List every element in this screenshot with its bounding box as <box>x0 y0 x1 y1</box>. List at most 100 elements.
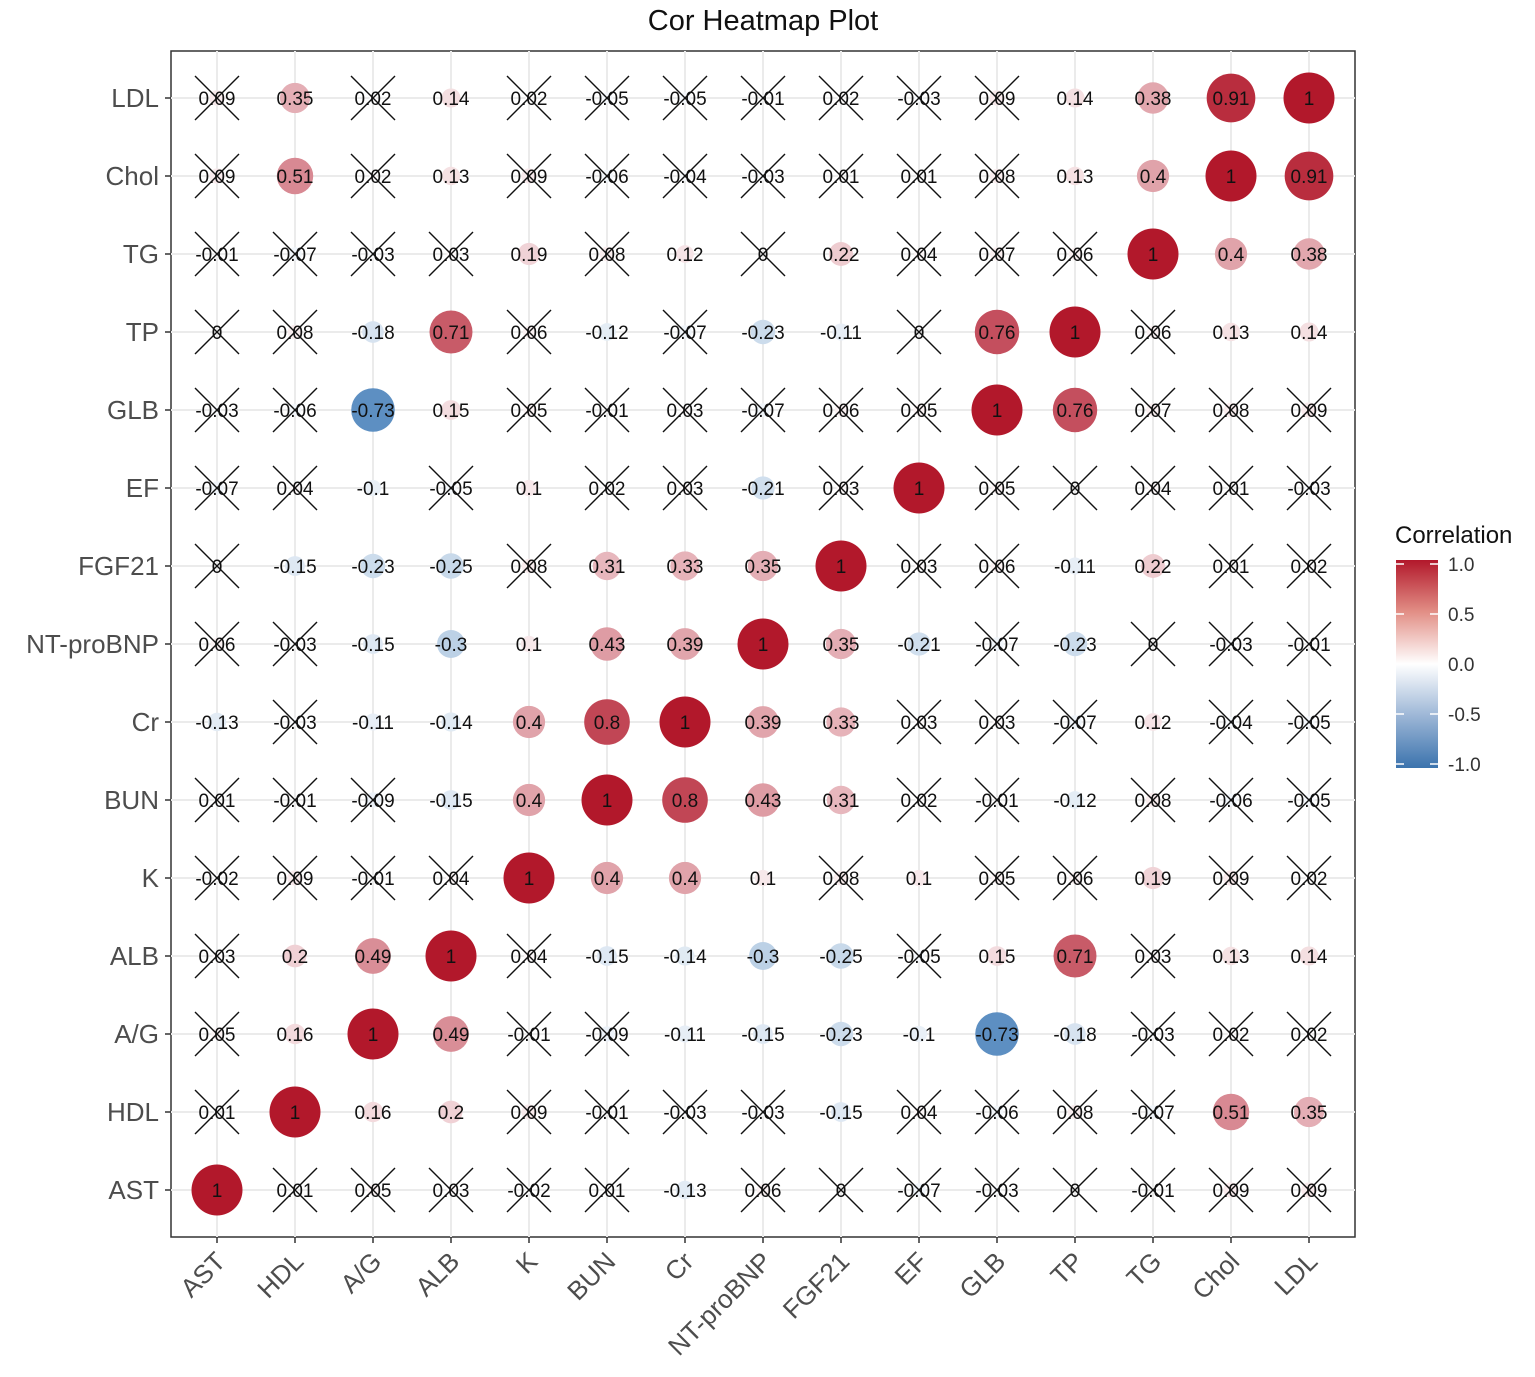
cell-value: 0.02 <box>589 479 626 500</box>
cell-value: 0.31 <box>589 557 626 578</box>
insignificant-cross <box>272 465 318 511</box>
insignificant-cross <box>194 75 240 121</box>
cell-value: 0.05 <box>355 1181 392 1202</box>
cell-value: 0 <box>1070 1181 1081 1202</box>
cell-value: 0.13 <box>1057 167 1094 188</box>
cell-value: 0.31 <box>823 791 860 812</box>
insignificant-cross <box>1208 543 1254 589</box>
insignificant-cross <box>272 855 318 901</box>
cell-circle <box>1141 866 1165 890</box>
insignificant-cross <box>1208 699 1254 745</box>
insignificant-cross <box>818 465 864 511</box>
insignificant-cross <box>1052 465 1098 511</box>
cell-circle <box>592 551 622 581</box>
heatmap-cell: 0.06 <box>1052 855 1098 901</box>
insignificant-cross <box>428 231 474 277</box>
heatmap-cell: -0.03 <box>194 387 240 433</box>
cell-value: 0.06 <box>1057 245 1094 266</box>
insignificant-cross <box>1052 1089 1098 1135</box>
cell-value: 0.09 <box>511 167 548 188</box>
legend-tick-label: 0.5 <box>1448 605 1474 626</box>
cell-circle <box>1144 713 1162 731</box>
heatmap-cell: 0.04 <box>896 231 942 277</box>
legend-tick-label: 1.0 <box>1448 555 1474 576</box>
heatmap-cell: -0.15 <box>429 790 473 812</box>
insignificant-cross <box>506 387 552 433</box>
cell-value: -0.05 <box>1287 713 1330 734</box>
insignificant-cross <box>740 1089 786 1135</box>
cell-circle <box>1212 1093 1250 1131</box>
cell-value: 1 <box>368 1025 379 1046</box>
heatmap-cell: 0.09 <box>272 855 318 901</box>
heatmap-cell: 0.31 <box>823 785 860 815</box>
cell-circle <box>1066 791 1084 809</box>
cell-value: 0.06 <box>823 401 860 422</box>
heatmap-cell: 0.31 <box>589 551 626 581</box>
heatmap-cell: 0.09 <box>1208 1167 1254 1213</box>
heatmap-cell: -0.12 <box>585 323 628 344</box>
insignificant-cross <box>974 1167 1020 1213</box>
cell-circle <box>429 310 473 354</box>
cell-value: -0.07 <box>897 1181 940 1202</box>
insignificant-cross <box>506 75 552 121</box>
cell-value: 0.08 <box>277 323 314 344</box>
cell-value: 0.01 <box>823 167 860 188</box>
cell-value: 0.08 <box>1057 1103 1094 1124</box>
y-tick-label: LDL <box>111 83 159 113</box>
insignificant-cross <box>974 855 1020 901</box>
heatmap-cell: -0.01 <box>350 855 396 901</box>
cell-value: -0.23 <box>741 323 784 344</box>
cell-value: 0.43 <box>745 791 782 812</box>
cell-circle <box>438 553 464 579</box>
cell-value: 0.04 <box>901 245 938 266</box>
cell-value: -0.12 <box>585 323 628 344</box>
insignificant-cross <box>662 309 708 355</box>
cell-value: -0.03 <box>351 245 394 266</box>
insignificant-cross <box>1286 543 1332 589</box>
cell-value: -0.06 <box>975 1103 1018 1124</box>
heatmap-cell: -0.14 <box>663 946 707 968</box>
cell-value: 0.8 <box>672 791 698 812</box>
heatmap-cell: 1 <box>1127 228 1179 280</box>
cell-circle <box>670 551 700 581</box>
heatmap-cell: 0.03 <box>1130 933 1176 979</box>
insignificant-cross <box>740 231 786 277</box>
x-tick-label: A/G <box>334 1246 387 1299</box>
cell-circle <box>1299 946 1319 966</box>
heatmap-cell: -0.03 <box>272 621 318 667</box>
cell-value: -0.11 <box>1054 557 1096 578</box>
heatmap-cell: -0.02 <box>506 1167 552 1213</box>
insignificant-cross <box>506 543 552 589</box>
heatmap-cell: 0.08 <box>1208 387 1254 433</box>
heatmap-cell: -0.15 <box>351 634 395 656</box>
cell-value: 0.01 <box>589 1181 626 1202</box>
insignificant-cross <box>350 777 396 823</box>
cell-value: 0.19 <box>511 245 548 266</box>
heatmap-cell: -0.03 <box>662 1089 708 1135</box>
heatmap-cell: -0.04 <box>1208 699 1254 745</box>
cell-value: 0.71 <box>433 323 470 344</box>
cell-circle <box>1062 631 1088 657</box>
heatmap-cell: 0.43 <box>589 627 625 661</box>
heatmap-cell: 0.13 <box>1213 322 1249 344</box>
cell-value: 0.22 <box>823 245 860 266</box>
heatmap-cell: -0.07 <box>662 309 708 355</box>
insignificant-cross <box>1052 231 1098 277</box>
heatmap-cell: 0.02 <box>818 75 864 121</box>
heatmap-cell: 0.09 <box>194 153 240 199</box>
cell-value: 0.09 <box>979 89 1016 110</box>
cell-value: -0.09 <box>351 791 394 812</box>
insignificant-cross <box>272 387 318 433</box>
cell-circle <box>360 553 386 579</box>
heatmap-cell: 0 <box>740 231 786 277</box>
heatmap-cell: 1 <box>893 462 945 514</box>
heatmap-cell: 0.13 <box>1213 946 1249 968</box>
cell-value: 0.12 <box>1135 713 1172 734</box>
cell-value: -0.05 <box>663 89 706 110</box>
heatmap-cell: -0.25 <box>819 943 863 969</box>
heatmap-cell: -0.3 <box>435 630 467 658</box>
cell-value: -0.01 <box>975 791 1018 812</box>
insignificant-cross <box>1130 777 1176 823</box>
cell-value: -0.25 <box>819 947 862 968</box>
